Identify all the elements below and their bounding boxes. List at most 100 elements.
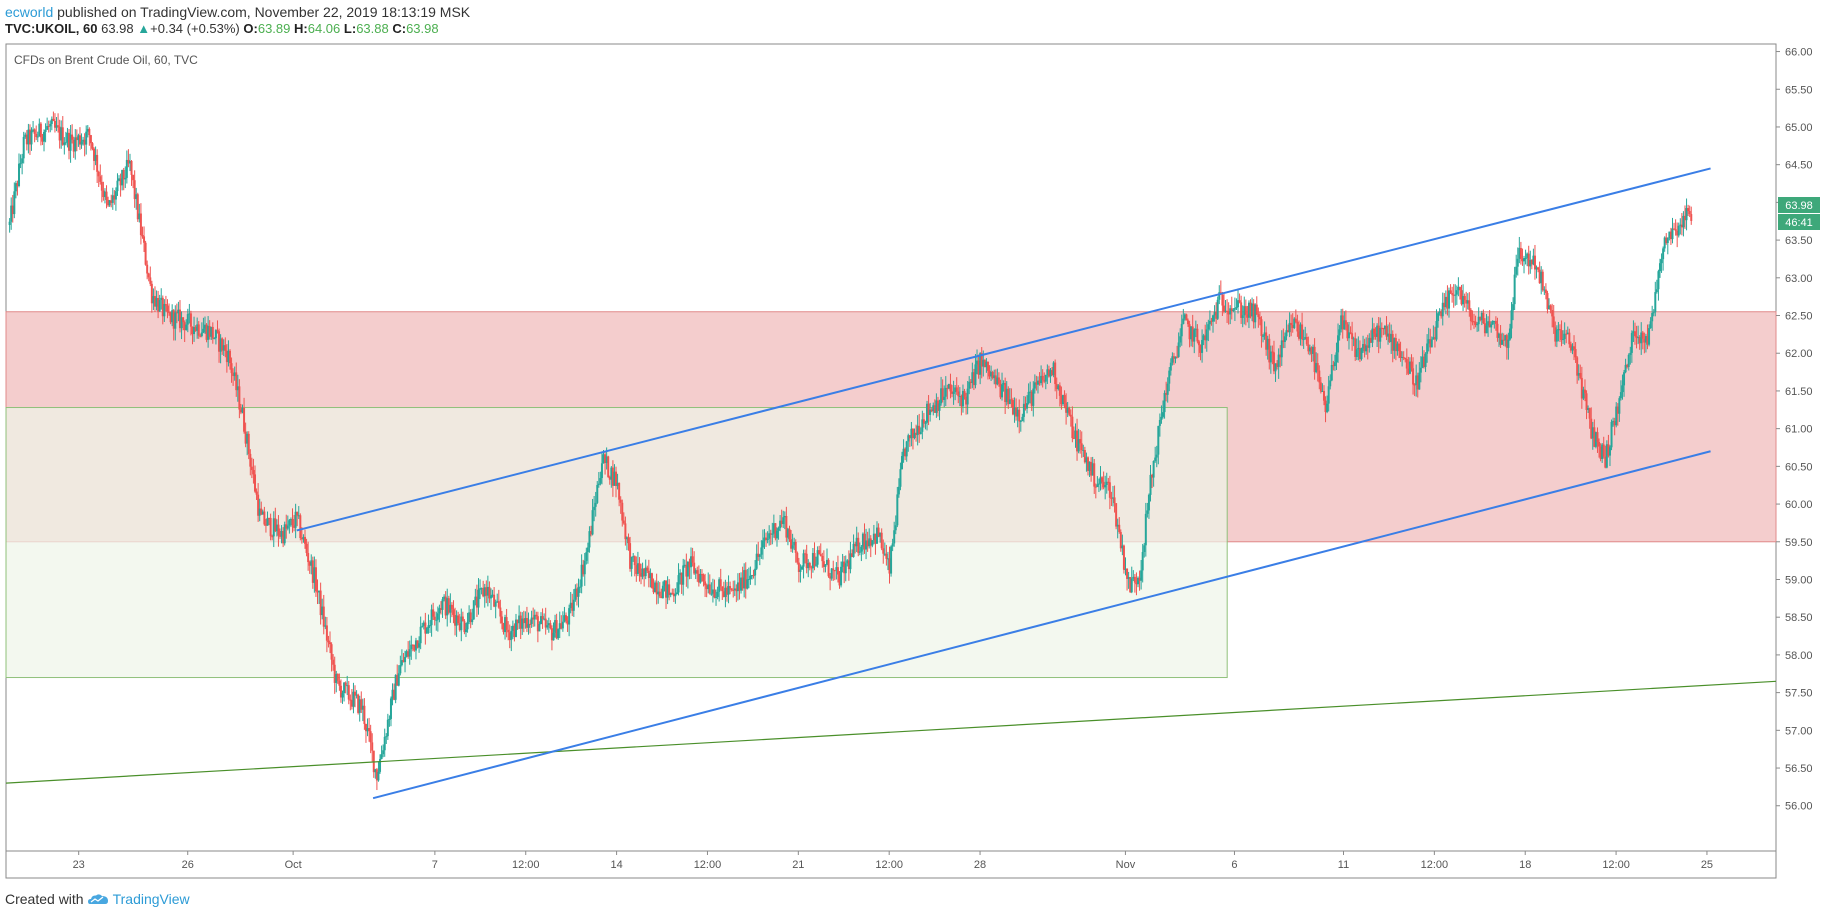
candle-body (1182, 318, 1185, 324)
candle-body (1347, 332, 1350, 339)
candle-body (1205, 329, 1208, 341)
candle-body (1201, 339, 1204, 353)
candle-body (594, 502, 597, 507)
candle-body (565, 615, 568, 621)
candle-body (363, 705, 366, 725)
candle-body (976, 360, 979, 365)
candle-body (672, 593, 675, 597)
candle-body (247, 433, 250, 454)
candle-body (1313, 346, 1316, 373)
candle-body (961, 391, 964, 407)
candle-body (877, 527, 880, 537)
candle-body (1193, 329, 1196, 342)
candle-body (777, 528, 780, 531)
candle-body (858, 551, 861, 553)
candle-body (1312, 346, 1315, 354)
candle-body (971, 372, 974, 384)
candle-body (1526, 253, 1529, 258)
upper-channel-line[interactable] (296, 167, 1711, 532)
candle-body (1187, 320, 1190, 325)
candle-body (16, 183, 19, 187)
candle-body (716, 591, 719, 597)
candle-body (1147, 494, 1150, 511)
candle-body (819, 554, 822, 557)
author-link[interactable]: ecworld (5, 4, 54, 20)
candle-body (1051, 370, 1054, 375)
low-value: 63.88 (356, 21, 389, 36)
candle-body (1226, 310, 1229, 312)
time-tick-label: 28 (974, 859, 986, 871)
lower-channel-line[interactable] (372, 450, 1711, 800)
candle-body (472, 600, 475, 620)
candle-body (1543, 289, 1546, 291)
candle-body (1197, 341, 1200, 346)
candle-body (441, 599, 444, 610)
candle-body (507, 629, 510, 633)
tradingview-link[interactable]: TradingView (112, 891, 190, 907)
candle-body (883, 553, 886, 555)
candle-body (1340, 315, 1343, 330)
candle-body (1505, 335, 1508, 348)
candle-body (600, 463, 603, 479)
candle-body (1643, 338, 1646, 343)
candle-body (1160, 416, 1163, 420)
candle-body (758, 554, 761, 557)
candle-body (169, 312, 172, 323)
candle-body (1629, 352, 1632, 355)
candle-body (1571, 346, 1574, 351)
candle-body (414, 640, 417, 651)
candle-body (113, 195, 116, 200)
candle-body (1104, 484, 1107, 488)
candle-body (494, 602, 497, 607)
candle-body (1326, 403, 1329, 413)
candle-body (630, 556, 633, 569)
candle-body (474, 596, 477, 601)
candle-body (274, 518, 277, 532)
candle-body (505, 617, 508, 630)
candle-body (1665, 237, 1668, 243)
candle-body (188, 313, 191, 315)
candle-body (1352, 338, 1355, 340)
candle-body (21, 158, 24, 164)
candle-body (585, 552, 588, 561)
candle-body (239, 409, 242, 413)
candle-body (1016, 409, 1019, 417)
price-tick-label: 56.00 (1785, 801, 1813, 813)
candle-body (91, 143, 94, 149)
candle-body (105, 191, 108, 200)
candle-body (388, 718, 391, 720)
candle-body (1435, 321, 1438, 340)
candle-body (915, 432, 918, 436)
candle-body (135, 194, 138, 200)
candle-body (1585, 393, 1588, 410)
candle-body (1168, 370, 1171, 384)
candle-body (571, 602, 574, 611)
candle-body (1099, 477, 1102, 484)
candle-body (429, 625, 432, 627)
candle-body (313, 567, 316, 583)
candle-body (918, 425, 921, 435)
candle-body (688, 561, 691, 568)
candle-body (246, 433, 249, 444)
high-label: H: (294, 21, 308, 36)
candle-body (268, 517, 271, 519)
candle-body (1066, 407, 1069, 413)
candle-body (1673, 228, 1676, 230)
candle-body (36, 136, 39, 138)
candle-body (336, 673, 339, 681)
candle-body (561, 621, 564, 629)
candle-body (897, 486, 900, 495)
price-tick-label: 61.50 (1785, 386, 1813, 398)
long-term-trendline[interactable] (5, 680, 1777, 784)
candle-body (1360, 348, 1363, 360)
candle-body (1402, 356, 1405, 358)
support-zone[interactable] (5, 407, 1228, 679)
candle-body (146, 264, 149, 274)
candle-body (763, 537, 766, 541)
candle-body (771, 533, 774, 535)
candle-body (118, 178, 121, 181)
candle-body (133, 180, 136, 200)
candle-body (1022, 403, 1025, 417)
candle-body (686, 561, 689, 577)
